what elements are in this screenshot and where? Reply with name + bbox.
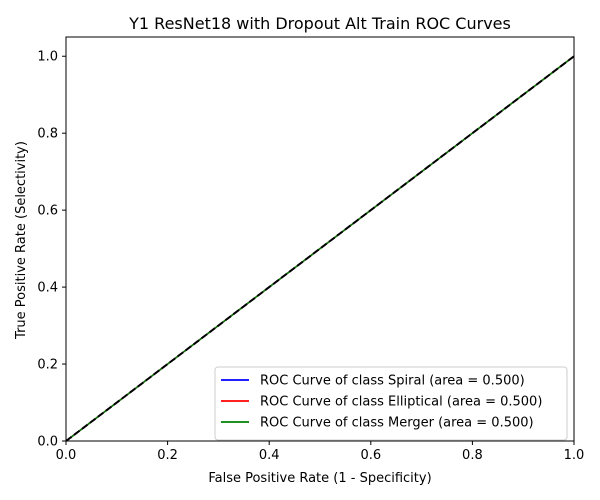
x-tick-label: 0.8 [462,448,483,463]
x-tick-label: 0.2 [157,448,178,463]
reference-diagonal-line [65,55,575,442]
y-tick-label: 0.8 [37,127,58,142]
legend-box [214,366,568,441]
axes-frame [65,36,575,442]
legend-label-0: ROC Curve of class Spiral (area = 0.500) [260,374,525,389]
y-tick-label: 0.6 [37,204,58,219]
plot-area [65,55,575,442]
x-tick-label: 0.0 [56,448,77,463]
legend-label-2: ROC Curve of class Merger (area = 0.500) [260,416,534,431]
y-tick-label: 0.4 [37,281,58,296]
x-tick-label: 0.4 [259,448,280,463]
y-axis-label: True Positive Rate (Selectivity) [14,141,29,340]
y-tick-label: 0.2 [37,358,58,373]
legend-label-1: ROC Curve of class Elliptical (area = 0.… [260,395,542,410]
axes: 0.0 0.2 0.4 0.6 0.8 1.0 0.0 0.2 0.4 0.6 0.8 1.0 [37,36,585,463]
chart-title: Y1 ResNet18 with Dropout Alt Train ROC C… [128,14,511,33]
x-tick-label: 0.6 [360,448,381,463]
x-tick-label: 1.0 [564,448,585,463]
y-tick-label: 1.0 [37,50,58,65]
y-tick-label: 0.0 [37,435,58,450]
x-axis-label: False Positive Rate (1 - Specificity) [208,471,431,486]
legend: ROC Curve of class Spiral (area = 0.500)… [214,366,568,441]
